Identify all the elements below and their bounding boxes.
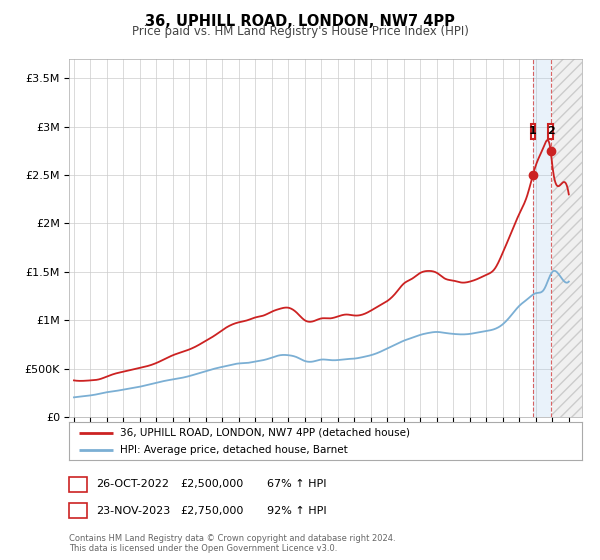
Text: 2: 2 [74,506,82,516]
FancyBboxPatch shape [548,124,553,139]
Text: Price paid vs. HM Land Registry's House Price Index (HPI): Price paid vs. HM Land Registry's House … [131,25,469,38]
Text: 67% ↑ HPI: 67% ↑ HPI [267,479,326,489]
Text: 2: 2 [547,127,554,137]
Text: £2,500,000: £2,500,000 [180,479,243,489]
Text: 26-OCT-2022: 26-OCT-2022 [96,479,169,489]
Text: Contains HM Land Registry data © Crown copyright and database right 2024.
This d: Contains HM Land Registry data © Crown c… [69,534,395,553]
Text: 23-NOV-2023: 23-NOV-2023 [96,506,170,516]
Text: HPI: Average price, detached house, Barnet: HPI: Average price, detached house, Barn… [121,445,348,455]
Text: 92% ↑ HPI: 92% ↑ HPI [267,506,326,516]
Bar [533,59,551,417]
Text: 36, UPHILL ROAD, LONDON, NW7 4PP: 36, UPHILL ROAD, LONDON, NW7 4PP [145,14,455,29]
Text: 1: 1 [74,479,82,489]
Text: 36, UPHILL ROAD, LONDON, NW7 4PP (detached house): 36, UPHILL ROAD, LONDON, NW7 4PP (detach… [121,427,410,437]
Text: £2,750,000: £2,750,000 [180,506,244,516]
FancyBboxPatch shape [530,124,535,139]
Bar [553,59,593,417]
Text: 1: 1 [529,127,537,137]
